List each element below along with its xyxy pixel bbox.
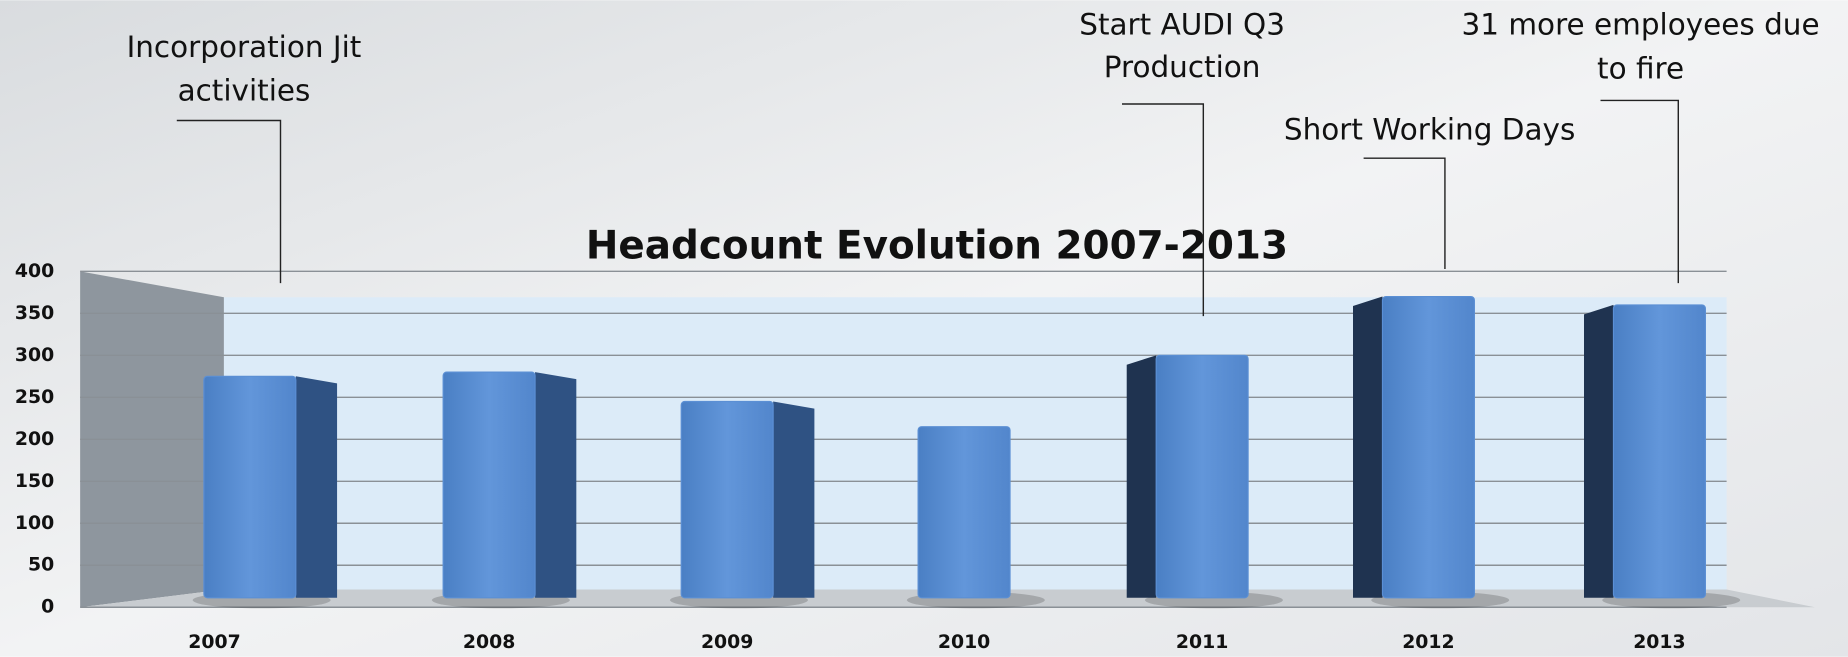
annotation: to fire — [1597, 51, 1684, 85]
annotation: Production — [1104, 50, 1261, 84]
x-tick-label: 2008 — [463, 632, 515, 653]
annotation: 31 more employees due — [1462, 8, 1820, 42]
y-tick-label: 300 — [15, 345, 54, 366]
annotation: Start AUDI Q3 — [1079, 8, 1285, 42]
chart-title: Headcount Evolution 2007-2013 — [586, 223, 1288, 268]
x-tick-label: 2011 — [1176, 632, 1228, 653]
y-tick-label: 200 — [15, 429, 54, 450]
annotation: activities — [178, 74, 311, 108]
bar — [917, 426, 1011, 599]
bar — [442, 371, 536, 599]
bar-side — [1353, 296, 1383, 598]
y-tick-label: 250 — [15, 387, 54, 408]
bar-side — [1126, 355, 1157, 598]
annotation: Incorporation Jit — [127, 30, 362, 64]
leader-line — [1600, 99, 1679, 284]
x-tick-label: 2012 — [1402, 632, 1454, 653]
bar-side — [1584, 304, 1614, 598]
bar — [680, 400, 774, 599]
leader-line — [1122, 103, 1205, 317]
bar-side — [773, 401, 815, 598]
x-tick-label: 2009 — [701, 632, 753, 653]
y-tick-label: 150 — [15, 471, 54, 492]
bar — [1612, 304, 1706, 599]
x-tick-label: 2010 — [938, 632, 990, 653]
y-tick-label: 100 — [15, 513, 54, 534]
bar — [203, 375, 297, 599]
bar — [1381, 295, 1475, 599]
bar-side — [535, 372, 577, 598]
annotation: Short Working Days — [1284, 113, 1575, 147]
x-tick-label: 2013 — [1633, 632, 1685, 653]
bar — [1155, 354, 1249, 599]
y-tick-label: 350 — [15, 303, 54, 324]
leader-line — [1363, 157, 1446, 269]
y-tick-label: 50 — [28, 555, 54, 576]
x-tick-label: 2007 — [188, 632, 240, 653]
y-tick-label: 400 — [15, 261, 54, 282]
bar-side — [295, 376, 338, 598]
y-tick-label: 0 — [41, 597, 54, 618]
leader-line — [176, 119, 282, 284]
